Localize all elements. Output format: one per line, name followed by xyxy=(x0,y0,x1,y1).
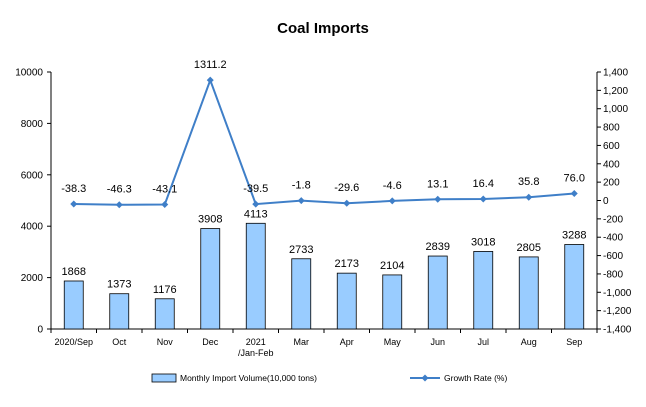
bar-data-label: 2839 xyxy=(426,241,450,253)
right-axis-tick-label: 0 xyxy=(603,196,609,207)
x-axis-tick-label: 2021/Jan-Feb xyxy=(238,337,274,358)
right-axis-tick-label: 600 xyxy=(603,141,620,152)
bar-data-label: 1176 xyxy=(153,284,177,296)
growth-rate-point xyxy=(388,197,396,205)
bar xyxy=(245,222,266,330)
line-data-label: -43.1 xyxy=(152,183,177,195)
growth-rate-point xyxy=(434,195,442,203)
bar xyxy=(518,256,539,330)
right-axis-tick-label: 1,000 xyxy=(603,104,628,115)
chart-title: Coal Imports xyxy=(277,20,369,37)
right-axis-tick-label: 1,200 xyxy=(603,86,628,97)
legend-marker-line xyxy=(421,374,429,382)
legend-label-line: Growth Rate (%) xyxy=(444,373,507,383)
bar xyxy=(427,255,448,330)
right-axis-tick-label: 1,400 xyxy=(603,68,628,79)
legend-label-bar: Monthly Import Volume(10,000 tons) xyxy=(180,373,317,383)
x-axis-tick-label: Apr xyxy=(340,337,354,347)
bar-data-label: 2733 xyxy=(289,244,313,256)
bar xyxy=(336,272,357,330)
bar-data-label: 2173 xyxy=(335,258,359,270)
bar xyxy=(63,280,84,330)
bar xyxy=(291,258,312,330)
x-axis-tick-label: Oct xyxy=(112,337,127,347)
line-data-label: 1311.2 xyxy=(194,59,227,71)
left-axis-tick-label: 4000 xyxy=(21,222,44,233)
left-axis-tick-label: 6000 xyxy=(21,170,44,181)
x-axis-tick-label: Dec xyxy=(202,337,219,347)
growth-rate-point xyxy=(206,76,214,84)
growth-rate-point xyxy=(343,199,351,207)
legend-swatch-bar xyxy=(151,373,177,383)
right-axis-tick-label: 800 xyxy=(603,123,620,134)
line-data-label: -1.8 xyxy=(292,180,311,192)
left-axis-tick-label: 2000 xyxy=(21,273,44,284)
line-data-label: 76.0 xyxy=(564,173,585,185)
growth-rate-point xyxy=(479,195,487,203)
right-axis-tick-label: -1,200 xyxy=(603,306,632,317)
growth-rate-point xyxy=(297,197,305,205)
bar-data-label: 3018 xyxy=(471,236,495,248)
bar xyxy=(382,274,403,330)
x-axis-tick-label: Aug xyxy=(521,337,537,347)
line-data-label: -29.6 xyxy=(334,182,359,194)
bar-data-label: 1868 xyxy=(62,266,86,278)
growth-rate-point xyxy=(252,200,260,208)
growth-rate-line xyxy=(73,77,575,206)
growth-rate-point xyxy=(570,190,578,198)
bar-data-label: 2104 xyxy=(380,260,404,272)
right-axis-tick-label: 200 xyxy=(603,178,620,189)
line-data-label: 35.8 xyxy=(518,176,539,188)
line-data-label: -39.5 xyxy=(243,183,268,195)
x-axis-tick-label: Jun xyxy=(430,337,445,347)
x-axis-tick-label: Nov xyxy=(157,337,174,347)
bar-data-label: 4113 xyxy=(244,208,268,220)
line-data-label: 13.1 xyxy=(427,178,448,190)
line-data-label: -38.3 xyxy=(61,183,86,195)
bar xyxy=(154,298,175,330)
x-axis-tick-label: May xyxy=(384,337,402,347)
growth-rate-point xyxy=(115,201,123,209)
x-axis-tick-label: 2020/Sep xyxy=(54,337,93,347)
bar xyxy=(564,244,585,330)
growth-rate-point xyxy=(70,200,78,208)
right-axis-tick-label: 400 xyxy=(603,159,620,170)
left-axis-tick-label: 8000 xyxy=(21,119,44,130)
right-axis-tick-label: -600 xyxy=(603,251,623,262)
bar xyxy=(200,228,221,330)
right-axis-tick-label: -1,400 xyxy=(603,325,632,336)
plot-area: 0200040006000800010000-1,400-1,200-1,000… xyxy=(15,59,632,358)
right-axis-tick-label: -200 xyxy=(603,214,623,225)
right-axis-tick-label: -800 xyxy=(603,269,623,280)
bar-data-label: 2805 xyxy=(517,242,541,254)
legend: Monthly Import Volume(10,000 tons) Growth… xyxy=(151,373,507,383)
bar-data-label: 3908 xyxy=(198,214,222,226)
line-data-label: -4.6 xyxy=(383,180,402,192)
growth-rate-point xyxy=(161,200,169,208)
x-axis-tick-label: Mar xyxy=(294,337,310,347)
line-data-label: 16.4 xyxy=(473,178,494,190)
line-data-label: -46.3 xyxy=(107,184,132,196)
bar-data-label: 3288 xyxy=(562,229,586,241)
x-axis-tick-label: Sep xyxy=(566,337,582,347)
right-axis-tick-label: -400 xyxy=(603,233,623,244)
right-axis-tick-label: -1,000 xyxy=(603,288,632,299)
left-axis-tick-label: 0 xyxy=(37,325,43,336)
bar xyxy=(109,293,130,330)
bar xyxy=(473,251,494,330)
growth-rate-point xyxy=(525,193,533,201)
bar-data-label: 1373 xyxy=(107,279,131,291)
left-axis-tick-label: 10000 xyxy=(15,68,43,79)
x-axis-tick-label: Jul xyxy=(477,337,489,347)
